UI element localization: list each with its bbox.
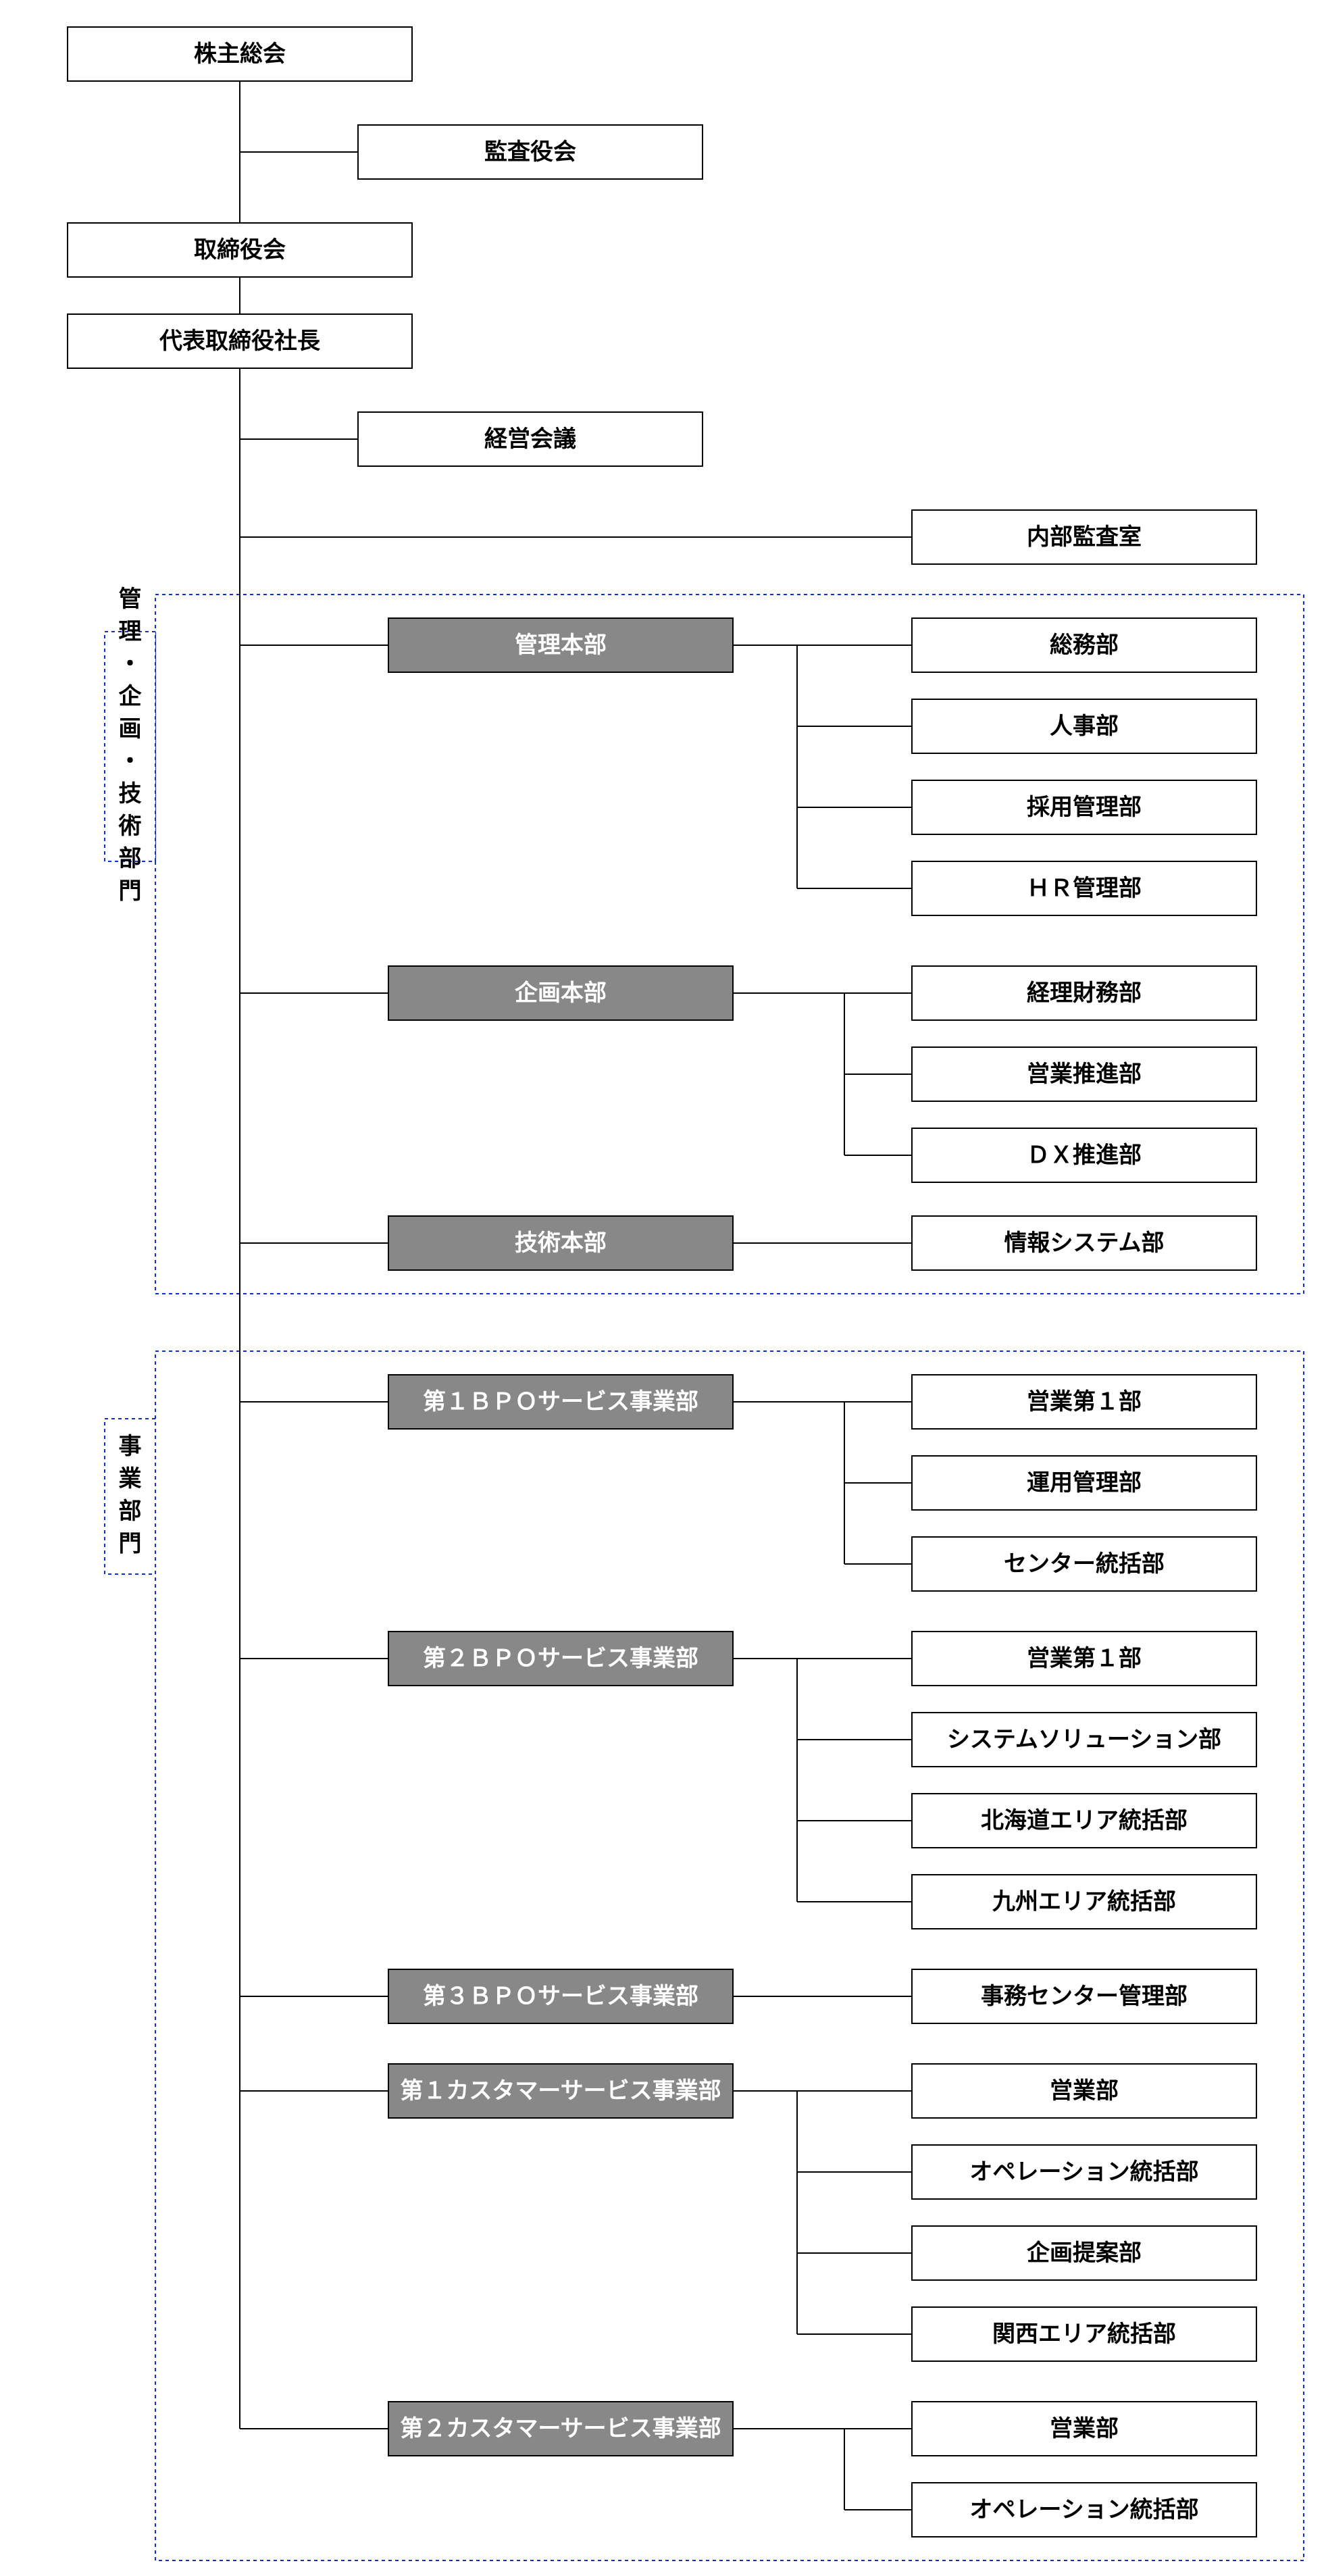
org-box-label: 総務部 [1050,632,1119,658]
org-box-label: ＤＸ推進部 [1027,1142,1142,1168]
org-box-label: 株主総会 [194,41,286,67]
org-box-label: オペレーション統括部 [969,2497,1198,2523]
org-box-g5: 第３ＢＰＯサービス事業部 [388,1969,733,2023]
org-box-label: 関西エリア統括部 [992,2321,1176,2347]
org-box-n25: 関西エリア統括部 [912,2307,1256,2361]
org-box-label: 運用管理部 [1027,1470,1142,1496]
org-box-n17: 営業第１部 [912,1632,1256,1686]
org-box-n20: 九州エリア統括部 [912,1875,1256,1929]
section-label-char: 部 [119,1498,142,1524]
org-box-label: 内部監査室 [1027,524,1142,550]
org-box-label: 採用管理部 [1027,794,1142,820]
org-box-label: 第３ＢＰＯサービス事業部 [423,1984,698,2009]
org-box-n21: 事務センター管理部 [912,1969,1256,2023]
org-box-label: 第１カスタマーサービス事業部 [400,2078,721,2104]
org-box-n2: 取締役会 [68,223,412,277]
org-box-g6: 第１カスタマーサービス事業部 [388,2064,733,2118]
org-box-label: 企画提案部 [1027,2240,1142,2266]
org-box-label: 情報システム部 [1004,1230,1165,1256]
connector-line [733,2429,912,2510]
section-label-char: ・ [119,749,142,774]
org-box-label: センター統括部 [1004,1551,1165,1577]
connector-line [733,1402,912,1564]
section-label-char: ・ [119,651,142,677]
org-box-n24: 企画提案部 [912,2226,1256,2280]
connector-line [733,993,912,1155]
org-box-n14: 営業第１部 [912,1375,1256,1429]
section-label-char: 管 [119,586,142,612]
org-box-label: 第１ＢＰＯサービス事業部 [423,1389,698,1415]
section-label-char: 業 [119,1466,142,1492]
org-box-label: 管理本部 [515,632,607,658]
org-box-n11: 営業推進部 [912,1047,1256,1101]
section-label-char: 画 [119,716,142,742]
org-box-label: 営業第１部 [1027,1389,1142,1415]
org-box-label: ＨＲ管理部 [1027,876,1142,901]
org-box-n23: オペレーション統括部 [912,2145,1256,2199]
connector-line [733,1659,912,1902]
org-box-label: 北海道エリア統括部 [981,1808,1188,1834]
org-box-g0: 管理本部 [388,618,733,672]
org-box-n13: 情報システム部 [912,1216,1256,1270]
org-box-label: 営業部 [1050,2078,1119,2104]
section-label-char: 技 [119,781,142,807]
org-box-n4: 経営会議 [358,412,703,466]
org-box-n7: 人事部 [912,699,1256,753]
org-box-label: 人事部 [1050,713,1119,739]
org-box-label: 技術本部 [515,1230,607,1256]
org-chart: 株主総会監査役会取締役会代表取締役社長経営会議内部監査室管理本部 総務部人事部採用… [0,0,1326,2576]
org-box-label: 経理財務部 [1027,980,1142,1006]
org-box-label: システムソリューション部 [947,1727,1221,1752]
org-box-g4: 第２ＢＰＯサービス事業部 [388,1632,733,1686]
section-label-char: 理 [119,619,142,645]
org-box-n19: 北海道エリア統括部 [912,1794,1256,1848]
section-label-s0: 管理・企画・技術部門 [105,586,155,904]
org-box-g2: 技術本部 [388,1216,733,1270]
org-box-label: 第２カスタマーサービス事業部 [400,2416,721,2442]
org-box-n5: 内部監査室 [912,510,1256,564]
org-box-label: 企画本部 [515,980,607,1006]
section-label-char: 門 [119,878,142,904]
org-box-label: 第２ＢＰＯサービス事業部 [423,1646,698,1671]
org-box-n22: 営業部 [912,2064,1256,2118]
org-box-n18: システムソリューション部 [912,1713,1256,1767]
org-box-label: オペレーション統括部 [969,2159,1198,2185]
org-box-label: 経営会議 [484,426,576,452]
section-label-char: 企 [119,683,143,709]
org-box-n10: 経理財務部 [912,966,1256,1020]
org-box-n0: 株主総会 [68,27,412,81]
org-box-g3: 第１ＢＰＯサービス事業部 [388,1375,733,1429]
connector-line [733,645,912,888]
org-box-n16: センター統括部 [912,1537,1256,1591]
org-box-n8: 採用管理部 [912,780,1256,834]
section-label-char: 門 [119,1531,142,1557]
org-box-label: 代表取締役社長 [159,328,321,354]
org-box-n15: 運用管理部 [912,1456,1256,1510]
section-label-char: 術 [118,813,142,839]
org-box-label: 営業部 [1050,2416,1119,2442]
section-label-char: 部 [119,846,142,872]
org-box-label: 取締役会 [194,237,286,263]
org-box-n6: 総務部 [912,618,1256,672]
section-label-char: 事 [119,1434,142,1459]
org-box-n27: オペレーション統括部 [912,2483,1256,2537]
org-box-g1: 企画本部 [388,966,733,1020]
org-box-label: 事務センター管理部 [981,1984,1188,2009]
org-box-label: 営業第１部 [1027,1646,1142,1671]
org-box-n1: 監査役会 [358,125,703,179]
org-box-n9: ＨＲ管理部 [912,861,1256,915]
connector-line [733,2091,912,2334]
org-box-n26: 営業部 [912,2402,1256,2456]
org-box-label: 九州エリア統括部 [992,1889,1176,1915]
org-box-g7: 第２カスタマーサービス事業部 [388,2402,733,2456]
org-box-label: 営業推進部 [1027,1061,1142,1087]
section-frame [155,1351,1304,2560]
section-label-s1: 事業部門 [105,1419,155,1574]
org-box-n12: ＤＸ推進部 [912,1128,1256,1182]
org-box-n3: 代表取締役社長 [68,314,412,368]
org-box-label: 監査役会 [484,139,576,165]
